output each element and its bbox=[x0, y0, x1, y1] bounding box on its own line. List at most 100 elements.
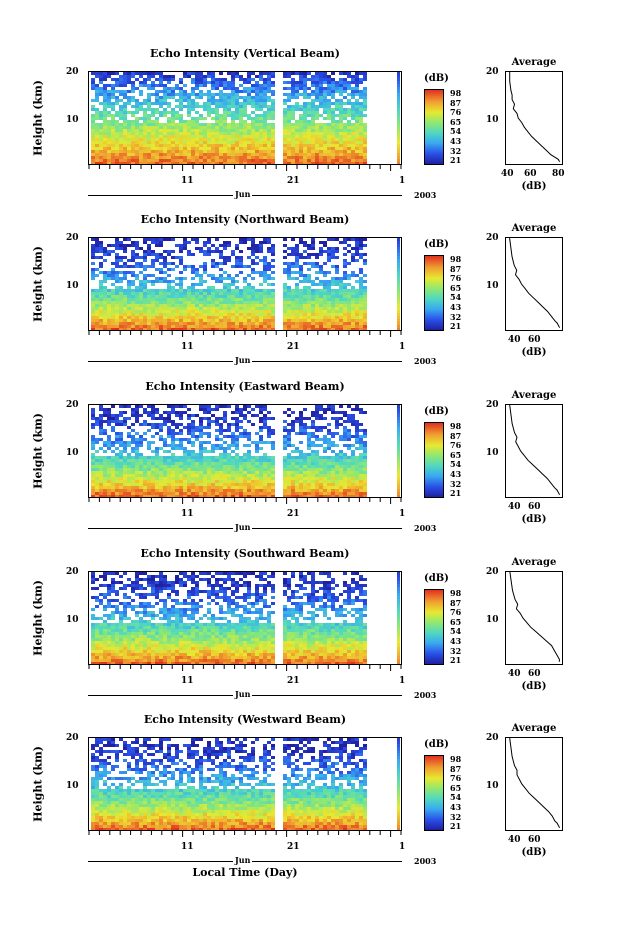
heatmap-cell bbox=[115, 432, 119, 435]
heatmap-cell bbox=[167, 93, 171, 96]
heatmap-cell bbox=[135, 301, 139, 304]
heatmap-cell bbox=[235, 417, 239, 420]
heatmap-cell bbox=[211, 159, 215, 162]
heatmap-cell bbox=[147, 93, 151, 96]
heatmap-cell bbox=[351, 111, 355, 114]
heatmap-cell bbox=[363, 259, 367, 262]
heatmap-cell bbox=[339, 289, 343, 292]
heatmap-cell bbox=[159, 244, 163, 247]
heatmap-cell bbox=[111, 93, 115, 96]
heatmap-cell bbox=[207, 289, 211, 292]
heatmap-cell bbox=[235, 495, 239, 497]
heatmap-cell bbox=[151, 265, 155, 268]
heatmap-cell bbox=[119, 495, 123, 497]
heatmap-cell bbox=[235, 274, 239, 277]
heatmap-cell bbox=[95, 292, 99, 295]
heatmap-cell bbox=[167, 123, 171, 126]
heatmap-cell bbox=[163, 262, 167, 265]
heatmap-cell bbox=[219, 316, 223, 319]
heatmap-cell bbox=[259, 477, 263, 480]
heatmap-cell bbox=[207, 432, 211, 435]
heatmap-cell bbox=[319, 271, 323, 274]
heatmap-cell bbox=[131, 75, 135, 78]
heatmap-cell bbox=[103, 292, 107, 295]
heatmap-cell bbox=[115, 265, 119, 268]
heatmap-cell bbox=[95, 114, 99, 117]
heatmap-cell bbox=[227, 319, 231, 322]
heatmap-cell bbox=[299, 138, 303, 141]
heatmap-cell bbox=[107, 84, 111, 87]
heatmap-cell bbox=[159, 132, 163, 135]
heatmap-cell bbox=[323, 75, 327, 78]
month-label: Jun bbox=[233, 189, 253, 199]
heatmap-cell bbox=[227, 423, 231, 426]
heatmap-cell bbox=[143, 432, 147, 435]
heatmap-cell bbox=[255, 102, 259, 105]
heatmap-cell bbox=[251, 423, 255, 426]
heatmap-cell bbox=[147, 301, 151, 304]
heatmap-cell bbox=[143, 147, 147, 150]
heatmap-cell bbox=[175, 459, 179, 462]
heatmap-cell bbox=[267, 141, 271, 144]
heatmap-cell bbox=[163, 153, 167, 156]
heatmap-cell bbox=[283, 132, 287, 135]
heatmap-cell bbox=[271, 295, 275, 298]
heatmap-cell bbox=[135, 132, 139, 135]
heatmap-cell bbox=[151, 144, 155, 147]
heatmap-cell bbox=[151, 135, 155, 138]
heatmap-cell bbox=[251, 247, 255, 250]
heatmap-cell bbox=[331, 441, 335, 444]
heatmap-cell bbox=[199, 462, 203, 465]
heatmap-cell bbox=[351, 408, 355, 411]
heatmap-cell bbox=[303, 75, 307, 78]
heatmap-cell bbox=[307, 123, 311, 126]
heatmap-cell bbox=[231, 411, 235, 414]
heatmap-cell bbox=[227, 283, 231, 286]
heatmap-cell bbox=[311, 453, 315, 456]
heatmap-cell bbox=[347, 325, 351, 328]
heatmap-cell bbox=[363, 129, 367, 132]
heatmap-cell bbox=[91, 483, 95, 486]
heatmap-cell bbox=[175, 147, 179, 150]
heatmap-cell bbox=[351, 141, 355, 144]
heatmap-cell bbox=[147, 265, 151, 268]
heatmap-cell bbox=[207, 241, 211, 244]
heatmap-cell bbox=[347, 307, 351, 310]
heatmap-cell bbox=[143, 241, 147, 244]
heatmap-cell bbox=[127, 465, 131, 468]
heatmap-cell bbox=[147, 280, 151, 283]
heatmap-cell bbox=[139, 132, 143, 135]
heatmap-cell bbox=[199, 459, 203, 462]
heatmap-cell bbox=[99, 483, 103, 486]
heatmap-cell bbox=[91, 477, 95, 480]
heatmap-cell bbox=[103, 328, 107, 330]
heatmap-cell bbox=[207, 465, 211, 468]
heatmap-cell bbox=[311, 162, 315, 164]
heatmap-cell bbox=[155, 325, 159, 328]
heatmap-cell bbox=[291, 262, 295, 265]
heatmap-cell bbox=[199, 483, 203, 486]
heatmap-cell bbox=[263, 90, 267, 93]
heatmap-cell bbox=[299, 72, 303, 75]
heatmap-cell bbox=[115, 423, 119, 426]
heatmap-cell bbox=[335, 268, 339, 271]
heatmap-cell bbox=[91, 105, 95, 108]
heatmap-cell bbox=[283, 322, 287, 325]
heatmap-cell bbox=[179, 313, 183, 316]
heatmap-cell bbox=[147, 87, 151, 90]
heatmap-cell bbox=[307, 111, 311, 114]
heatmap-cell bbox=[231, 444, 235, 447]
heatmap-cell bbox=[215, 471, 219, 474]
heatmap-cell bbox=[359, 241, 363, 244]
heatmap-cell bbox=[103, 474, 107, 477]
heatmap-cell bbox=[231, 474, 235, 477]
heatmap-cell bbox=[307, 495, 311, 497]
heatmap-cell bbox=[251, 480, 255, 483]
heatmap-cell bbox=[227, 313, 231, 316]
heatmap-cell bbox=[247, 265, 251, 268]
heatmap-cell bbox=[119, 114, 123, 117]
heatmap-cell bbox=[363, 307, 367, 310]
heatmap-cell bbox=[95, 456, 99, 459]
heatmap-cell bbox=[227, 480, 231, 483]
heatmap-cell bbox=[207, 426, 211, 429]
